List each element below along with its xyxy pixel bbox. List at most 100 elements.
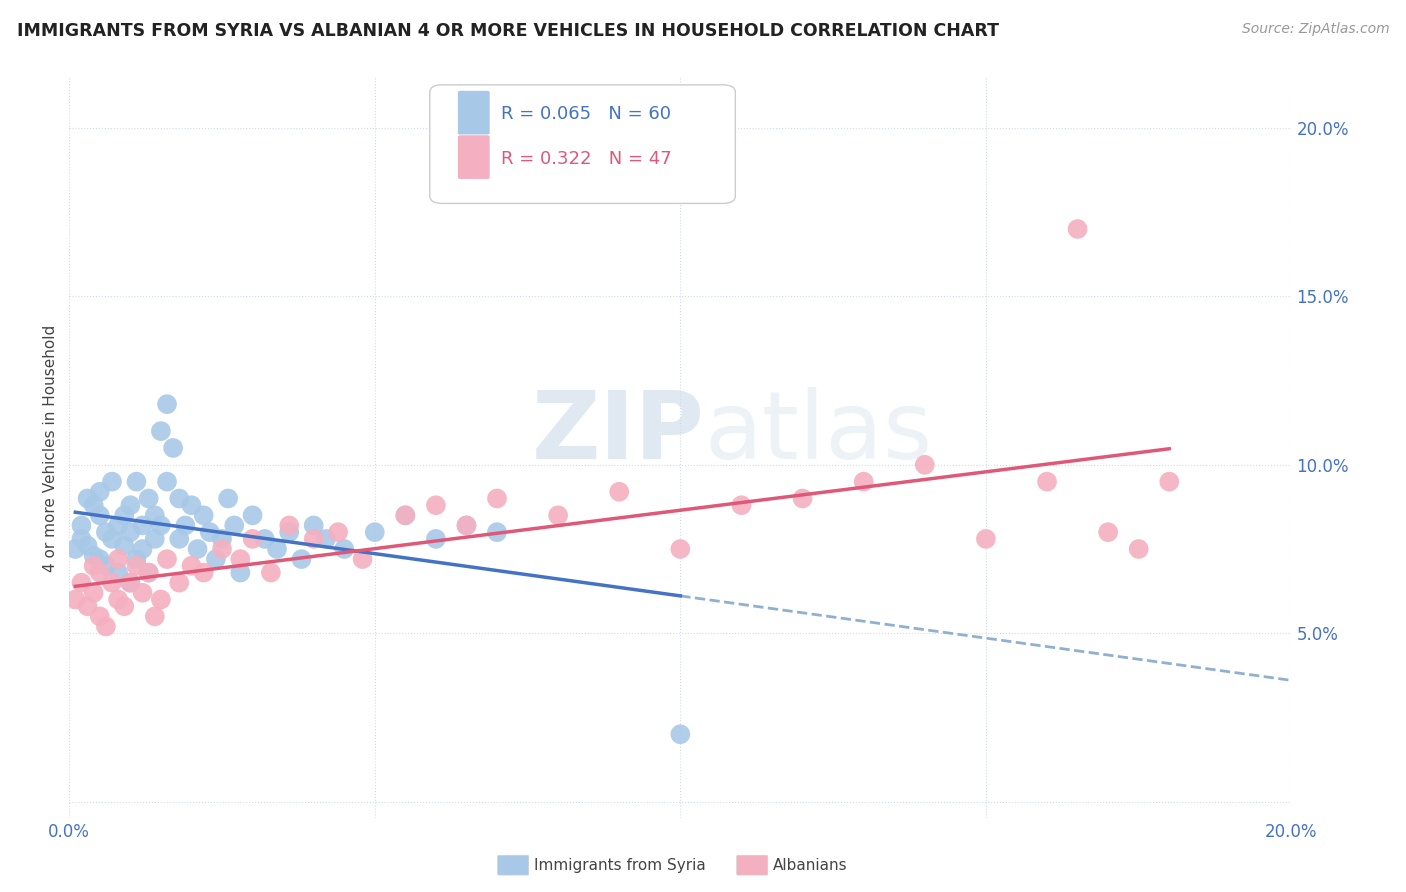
Point bbox=[156, 397, 179, 411]
Point bbox=[89, 566, 111, 580]
Text: IMMIGRANTS FROM SYRIA VS ALBANIAN 4 OR MORE VEHICLES IN HOUSEHOLD CORRELATION CH: IMMIGRANTS FROM SYRIA VS ALBANIAN 4 OR M… bbox=[17, 22, 998, 40]
Point bbox=[167, 491, 190, 506]
Point bbox=[193, 566, 215, 580]
Point bbox=[83, 558, 105, 573]
Point bbox=[167, 532, 190, 546]
Point bbox=[315, 532, 337, 546]
Point bbox=[83, 549, 105, 563]
Point bbox=[229, 566, 252, 580]
Point bbox=[485, 525, 508, 540]
Point bbox=[1066, 222, 1088, 236]
Point bbox=[138, 566, 160, 580]
Point bbox=[120, 498, 142, 512]
Point bbox=[76, 539, 98, 553]
Point bbox=[65, 541, 87, 556]
Point bbox=[456, 518, 478, 533]
Point bbox=[180, 498, 202, 512]
Text: Source: ZipAtlas.com: Source: ZipAtlas.com bbox=[1241, 22, 1389, 37]
Point bbox=[260, 566, 283, 580]
Point bbox=[76, 491, 98, 506]
Point bbox=[1097, 525, 1119, 540]
Point bbox=[131, 518, 153, 533]
Point bbox=[162, 441, 184, 455]
Point bbox=[669, 727, 692, 741]
Point bbox=[107, 518, 129, 533]
Point bbox=[1159, 475, 1181, 489]
Point bbox=[138, 491, 160, 506]
Point bbox=[792, 491, 814, 506]
Point bbox=[1036, 475, 1059, 489]
FancyBboxPatch shape bbox=[430, 85, 735, 203]
Point bbox=[89, 484, 111, 499]
Point bbox=[107, 552, 129, 566]
Point bbox=[107, 566, 129, 580]
Point bbox=[101, 532, 124, 546]
Point bbox=[138, 566, 160, 580]
Point bbox=[125, 475, 148, 489]
Point bbox=[187, 541, 209, 556]
Point bbox=[193, 508, 215, 523]
Point bbox=[205, 552, 228, 566]
Point bbox=[326, 525, 349, 540]
Point bbox=[112, 599, 135, 614]
Point bbox=[94, 525, 117, 540]
Point bbox=[211, 541, 233, 556]
Point bbox=[156, 552, 179, 566]
Point bbox=[112, 508, 135, 523]
Point bbox=[94, 619, 117, 633]
Point bbox=[224, 518, 246, 533]
Point bbox=[112, 539, 135, 553]
Text: R = 0.065   N = 60: R = 0.065 N = 60 bbox=[501, 105, 671, 123]
Point bbox=[229, 552, 252, 566]
Point bbox=[456, 518, 478, 533]
Point bbox=[76, 599, 98, 614]
Point bbox=[266, 541, 288, 556]
Point bbox=[242, 532, 264, 546]
Point bbox=[149, 592, 172, 607]
Point bbox=[101, 575, 124, 590]
Point bbox=[65, 592, 87, 607]
Point bbox=[180, 558, 202, 573]
Point bbox=[914, 458, 936, 472]
Point bbox=[143, 609, 166, 624]
FancyBboxPatch shape bbox=[458, 136, 489, 179]
Point bbox=[278, 525, 301, 540]
Point bbox=[125, 558, 148, 573]
Point bbox=[485, 491, 508, 506]
Point bbox=[730, 498, 752, 512]
Point bbox=[167, 575, 190, 590]
Point bbox=[89, 609, 111, 624]
Point bbox=[149, 424, 172, 438]
Point bbox=[394, 508, 416, 523]
Point bbox=[94, 558, 117, 573]
Point bbox=[211, 532, 233, 546]
Point bbox=[974, 532, 997, 546]
Point bbox=[89, 552, 111, 566]
Point bbox=[425, 498, 447, 512]
Point bbox=[217, 491, 239, 506]
Point bbox=[89, 508, 111, 523]
Point bbox=[83, 586, 105, 600]
Point bbox=[120, 575, 142, 590]
Point bbox=[143, 508, 166, 523]
Point bbox=[120, 575, 142, 590]
Point bbox=[394, 508, 416, 523]
Point bbox=[352, 552, 374, 566]
Y-axis label: 4 or more Vehicles in Household: 4 or more Vehicles in Household bbox=[44, 325, 58, 572]
Point bbox=[143, 532, 166, 546]
Point bbox=[125, 552, 148, 566]
Text: R = 0.322   N = 47: R = 0.322 N = 47 bbox=[501, 150, 672, 168]
Point bbox=[1128, 541, 1150, 556]
Text: ZIP: ZIP bbox=[531, 387, 704, 479]
Point bbox=[120, 525, 142, 540]
Point bbox=[107, 592, 129, 607]
Point bbox=[70, 518, 93, 533]
Point bbox=[156, 475, 179, 489]
Point bbox=[302, 518, 325, 533]
Point bbox=[101, 475, 124, 489]
Point bbox=[70, 532, 93, 546]
Point bbox=[290, 552, 312, 566]
Point bbox=[278, 518, 301, 533]
Text: Albanians: Albanians bbox=[773, 858, 848, 872]
Point bbox=[131, 586, 153, 600]
